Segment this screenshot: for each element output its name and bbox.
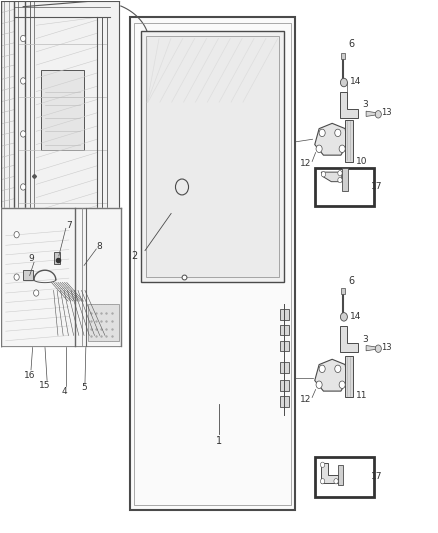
- Circle shape: [21, 35, 26, 42]
- Polygon shape: [366, 345, 377, 351]
- Text: 13: 13: [381, 108, 392, 117]
- Bar: [146, 36, 279, 277]
- Circle shape: [338, 177, 342, 183]
- Polygon shape: [315, 359, 347, 391]
- Bar: [315, 168, 374, 206]
- Polygon shape: [366, 111, 377, 116]
- Polygon shape: [321, 172, 342, 182]
- Bar: [280, 325, 289, 335]
- Circle shape: [321, 462, 325, 467]
- Text: 12: 12: [300, 159, 312, 167]
- Circle shape: [21, 78, 26, 84]
- Circle shape: [86, 264, 91, 269]
- Bar: [23, 270, 33, 280]
- Text: 14: 14: [350, 312, 361, 321]
- Bar: [280, 362, 289, 373]
- Bar: [141, 30, 284, 282]
- Polygon shape: [1, 2, 119, 346]
- Circle shape: [316, 381, 322, 389]
- Text: 3: 3: [362, 100, 367, 109]
- Bar: [130, 17, 295, 511]
- Bar: [341, 288, 345, 294]
- Text: 12: 12: [300, 394, 312, 403]
- Polygon shape: [315, 123, 347, 155]
- Text: 6: 6: [349, 39, 355, 49]
- Circle shape: [60, 264, 64, 269]
- Polygon shape: [106, 280, 113, 296]
- Circle shape: [316, 145, 322, 152]
- Circle shape: [14, 274, 19, 280]
- Text: 10: 10: [356, 157, 367, 166]
- Bar: [315, 457, 374, 497]
- Circle shape: [14, 231, 19, 238]
- Polygon shape: [340, 326, 358, 352]
- Circle shape: [340, 78, 347, 87]
- Circle shape: [338, 171, 342, 176]
- Circle shape: [375, 345, 381, 352]
- Circle shape: [73, 264, 78, 269]
- Circle shape: [34, 290, 39, 296]
- Text: 16: 16: [24, 370, 35, 379]
- Text: 5: 5: [81, 383, 87, 392]
- Bar: [345, 120, 353, 161]
- Circle shape: [319, 365, 325, 373]
- Text: 17: 17: [371, 182, 382, 191]
- Polygon shape: [1, 208, 121, 346]
- Bar: [341, 53, 345, 59]
- Circle shape: [339, 381, 345, 389]
- Circle shape: [73, 301, 78, 306]
- Bar: [280, 381, 289, 391]
- Text: 4: 4: [62, 386, 67, 395]
- Bar: [88, 304, 119, 341]
- Bar: [36, 214, 93, 309]
- Bar: [280, 341, 289, 351]
- Text: 14: 14: [350, 77, 361, 86]
- Text: 7: 7: [66, 221, 72, 230]
- Bar: [41, 70, 84, 150]
- Polygon shape: [340, 92, 358, 118]
- Text: 17: 17: [371, 472, 382, 481]
- Circle shape: [334, 479, 338, 484]
- Circle shape: [335, 129, 341, 136]
- Polygon shape: [321, 463, 338, 483]
- Circle shape: [21, 131, 26, 137]
- Circle shape: [340, 313, 347, 321]
- Text: 1: 1: [216, 437, 222, 447]
- Text: 6: 6: [349, 276, 355, 286]
- Circle shape: [375, 111, 381, 118]
- Bar: [338, 465, 343, 485]
- Circle shape: [335, 365, 341, 373]
- Circle shape: [321, 479, 325, 484]
- Bar: [342, 168, 348, 191]
- Text: 11: 11: [356, 391, 367, 400]
- Text: 3: 3: [362, 335, 367, 344]
- Bar: [134, 22, 291, 505]
- Text: 13: 13: [381, 343, 392, 352]
- Bar: [53, 252, 60, 264]
- Circle shape: [21, 237, 26, 243]
- Circle shape: [21, 184, 26, 190]
- Circle shape: [86, 301, 91, 306]
- Circle shape: [319, 129, 325, 136]
- Bar: [345, 356, 353, 398]
- Bar: [280, 397, 289, 407]
- Text: 2: 2: [131, 251, 137, 261]
- Circle shape: [60, 301, 64, 306]
- Circle shape: [321, 172, 325, 177]
- Text: 9: 9: [28, 254, 34, 263]
- Circle shape: [339, 145, 345, 152]
- Text: 8: 8: [96, 242, 102, 251]
- Bar: [280, 309, 289, 319]
- Text: 15: 15: [39, 381, 51, 390]
